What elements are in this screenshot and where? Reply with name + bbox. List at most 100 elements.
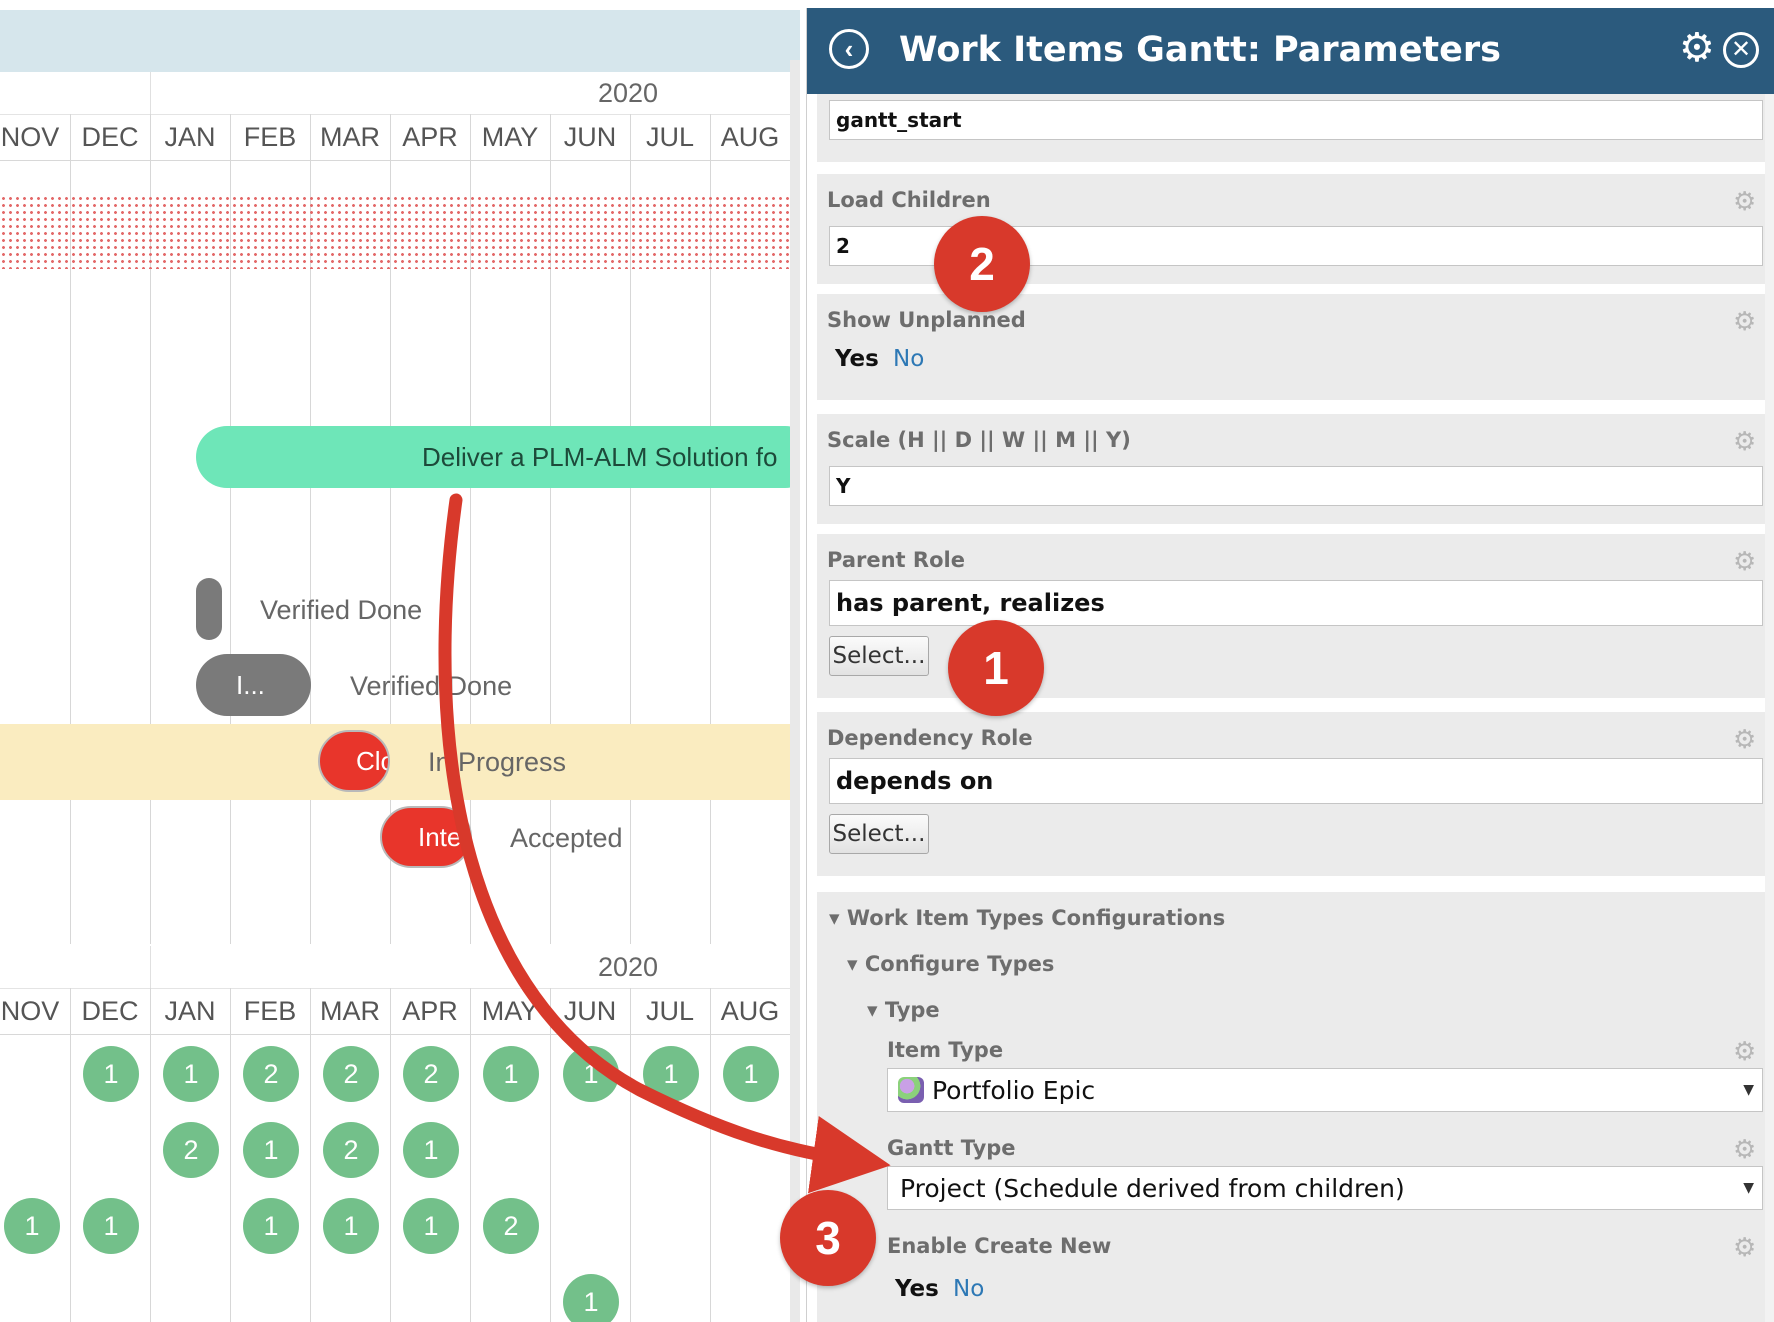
month-label: MAY	[481, 996, 539, 1026]
month-label: JAN	[164, 122, 216, 152]
yes-option[interactable]: Yes	[835, 346, 879, 372]
month-label: AUG	[720, 996, 780, 1026]
count-circle[interactable]: 2	[403, 1046, 459, 1102]
grid-line	[550, 988, 551, 1322]
count-circle[interactable]: 1	[323, 1198, 379, 1254]
wit-configs-toggle[interactable]: ▾ Work Item Types Configurations	[829, 906, 1226, 930]
show-unplanned-label: Show Unplanned	[827, 308, 1026, 332]
count-circle[interactable]: 1	[83, 1198, 139, 1254]
item-type-label: Item Type	[887, 1038, 1004, 1062]
gear-icon[interactable]: ⚙	[1733, 306, 1757, 336]
bar-label: Deliver a PLM-ALM Solution fo	[422, 441, 778, 472]
dependency-role-select-button[interactable]: Select...	[829, 814, 929, 854]
portfolio-epic-icon	[898, 1077, 924, 1103]
count-circle[interactable]: 2	[483, 1198, 539, 1254]
grid-line	[70, 114, 71, 944]
panel-header: ‹ Work Items Gantt: Parameters ⚙ ✕	[807, 8, 1774, 94]
gantt-type-select[interactable]: Project (Schedule derived from children)…	[887, 1166, 1763, 1210]
grid-line	[710, 988, 711, 1322]
chevron-down-icon: ▼	[1743, 1082, 1754, 1098]
today-hatch-band	[0, 195, 800, 269]
grid-line	[470, 988, 471, 1322]
year-label: 2020	[598, 952, 659, 982]
grid-line	[230, 114, 231, 944]
gear-icon[interactable]: ⚙	[1733, 1232, 1757, 1262]
count-circle[interactable]: 2	[243, 1046, 299, 1102]
count-circle[interactable]: 2	[323, 1046, 379, 1102]
yes-option[interactable]: Yes	[895, 1276, 939, 1302]
configure-types-toggle[interactable]: ▾ Configure Types	[847, 952, 1055, 976]
grid-line	[70, 988, 71, 1322]
start-field-section: gantt_start	[817, 94, 1774, 162]
month-label: APR	[402, 122, 458, 152]
month-label: JUN	[563, 122, 617, 152]
count-circle[interactable]: 1	[163, 1046, 219, 1102]
no-option[interactable]: No	[893, 346, 925, 372]
work-item-types-section: ▾ Work Item Types Configurations ▾ Confi…	[817, 892, 1774, 1322]
feature-bar[interactable]: I...	[196, 654, 311, 716]
count-circle[interactable]: 1	[483, 1046, 539, 1102]
gear-icon[interactable]: ⚙	[1733, 426, 1757, 456]
month-label: JUL	[645, 996, 694, 1026]
item-type-select[interactable]: Portfolio Epic ▼	[887, 1068, 1763, 1112]
scale-label: Scale (H || D || W || M || Y)	[827, 428, 1131, 452]
panel-title: Work Items Gantt: Parameters	[899, 30, 1501, 70]
count-circle[interactable]: 2	[323, 1122, 379, 1178]
enable-create-new-label: Enable Create New	[887, 1234, 1112, 1258]
dependency-role-input[interactable]: depends on	[829, 758, 1763, 804]
panel-scrollbar[interactable]	[1765, 94, 1774, 1322]
item-type-value: Portfolio Epic	[932, 1075, 1096, 1105]
parent-role-input[interactable]: has parent, realizes	[829, 580, 1763, 626]
count-circle[interactable]: 1	[723, 1046, 779, 1102]
status-label: Verified Done	[260, 595, 423, 625]
grid-line	[230, 988, 231, 1322]
story-bar[interactable]: Integ	[380, 806, 472, 868]
story-bar[interactable]: Clo	[318, 730, 390, 792]
count-circle[interactable]: 1	[243, 1122, 299, 1178]
count-circle[interactable]: 1	[403, 1198, 459, 1254]
gantt-scrollbar[interactable]	[790, 60, 800, 1322]
month-header: NOV DEC JAN FEB MAR APR MAY JUN JUL AUG	[0, 988, 800, 1035]
month-header: NOV DEC JAN FEB MAR APR MAY JUN JUL AUG	[0, 114, 800, 161]
gear-icon[interactable]: ⚙	[1733, 1134, 1757, 1164]
count-circle[interactable]: 1	[563, 1274, 619, 1322]
grid-line	[390, 114, 391, 944]
parent-role-select-button[interactable]: Select...	[829, 636, 929, 676]
feature-bar[interactable]	[196, 578, 222, 640]
chevron-down-icon: ▼	[1743, 1180, 1754, 1196]
month-label: FEB	[243, 122, 297, 152]
count-circle[interactable]: 1	[4, 1198, 60, 1254]
gear-icon[interactable]: ⚙	[1733, 1036, 1757, 1066]
status-label: Accepted	[510, 823, 623, 853]
back-icon[interactable]: ‹	[829, 29, 869, 69]
gear-icon[interactable]: ⚙	[1733, 186, 1757, 216]
portfolio-epic-bar[interactable]: Deliver a PLM-ALM Solution fo	[196, 426, 800, 488]
count-circle[interactable]: 2	[163, 1122, 219, 1178]
count-circle[interactable]: 1	[243, 1198, 299, 1254]
callout-badge-1: 1	[948, 620, 1044, 716]
month-label: NOV	[0, 122, 60, 152]
start-field-input[interactable]: gantt_start	[829, 100, 1763, 140]
no-option[interactable]: No	[953, 1276, 985, 1302]
count-circle[interactable]: 1	[83, 1046, 139, 1102]
month-label: APR	[402, 996, 458, 1026]
settings-gear-icon[interactable]: ⚙	[1679, 26, 1715, 70]
grid-line	[630, 988, 631, 1322]
parent-role-label: Parent Role	[827, 548, 965, 572]
gear-icon[interactable]: ⚙	[1733, 546, 1757, 576]
load-children-label: Load Children	[827, 188, 991, 212]
parameters-panel: ‹ Work Items Gantt: Parameters ⚙ ✕ gantt…	[806, 8, 1774, 1322]
count-circle[interactable]: 1	[403, 1122, 459, 1178]
bar-label: Clo	[356, 745, 388, 776]
month-label: JUN	[563, 996, 617, 1026]
month-label: MAR	[320, 122, 380, 152]
type-toggle[interactable]: ▾ Type	[867, 998, 940, 1022]
gear-icon[interactable]: ⚙	[1733, 724, 1757, 754]
close-icon[interactable]: ✕	[1723, 32, 1759, 68]
dependency-role-section: Dependency Role ⚙ depends on Select...	[817, 712, 1774, 876]
count-circle[interactable]: 1	[563, 1046, 619, 1102]
count-circle[interactable]: 1	[643, 1046, 699, 1102]
bar-label: I...	[236, 669, 265, 700]
scale-input[interactable]: Y	[829, 466, 1763, 506]
configure-types-label: Configure Types	[864, 952, 1055, 976]
